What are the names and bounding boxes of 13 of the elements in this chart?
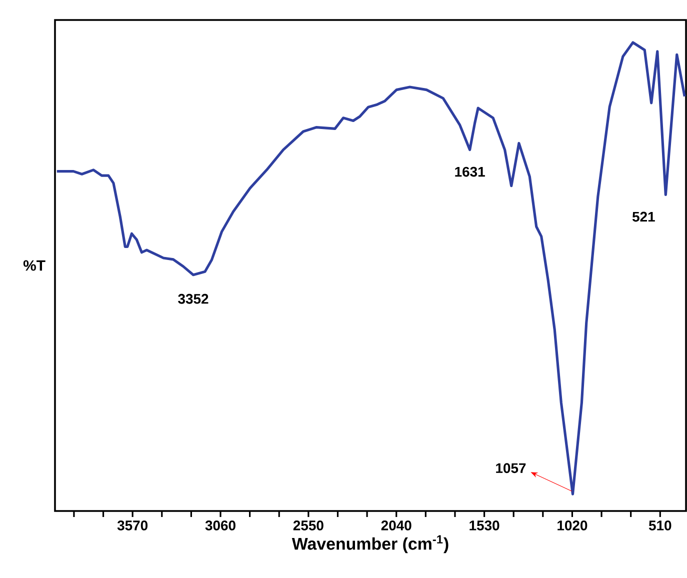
annotation: 3352	[178, 294, 208, 304]
annotation: 1057	[496, 463, 526, 474]
x-tick-label: 510	[648, 520, 672, 530]
y-axis-title: %T	[23, 260, 46, 271]
annotation: 1631	[455, 166, 485, 177]
annotation: 521	[632, 212, 655, 222]
x-tick-label: 2040	[381, 520, 412, 530]
x-tick-label: 3570	[117, 520, 148, 530]
x-axis-title: Wavenumber (cm$^{-1}$)	[292, 535, 448, 554]
x-tick-label: 2550	[293, 520, 324, 530]
x-tick-label: 1530	[470, 520, 500, 530]
x-tick-label: 1020	[558, 520, 588, 530]
x-tick-label: 3060	[205, 520, 236, 530]
